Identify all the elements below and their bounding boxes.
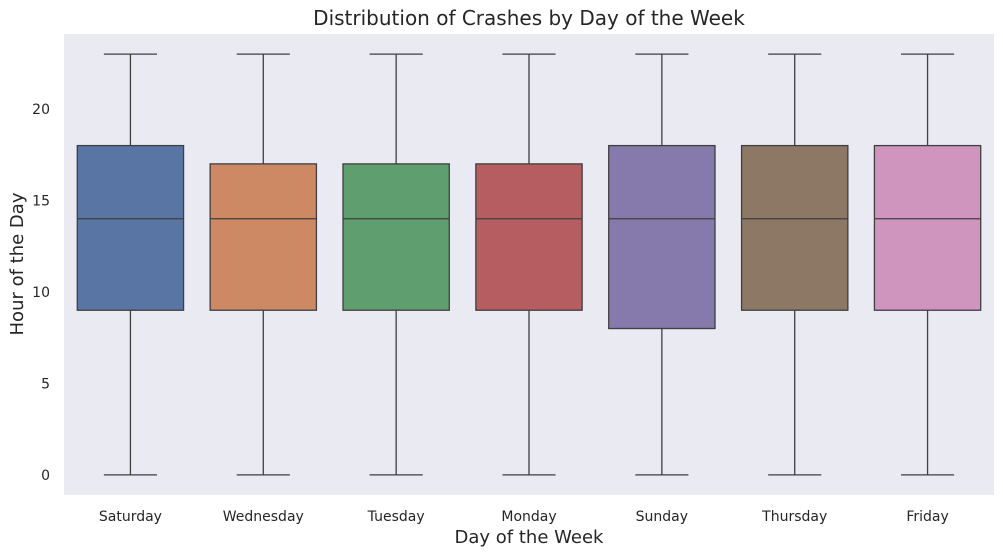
x-tick-label: Thursday — [761, 509, 827, 525]
iqr-box — [342, 163, 450, 311]
box-saturday — [76, 53, 185, 476]
box-friday — [873, 53, 982, 476]
box-wednesday — [209, 53, 318, 476]
iqr-box — [608, 144, 716, 330]
box-plot-marks — [76, 53, 982, 476]
x-tick-label: Friday — [906, 509, 948, 525]
box-monday — [475, 53, 583, 476]
x-tick-label: Tuesday — [367, 509, 425, 525]
y-tick-label: 5 — [41, 376, 50, 392]
x-tick-label: Sunday — [636, 509, 688, 525]
y-tick-label: 0 — [41, 468, 50, 484]
x-tick-label: Wednesday — [223, 509, 304, 525]
x-axis-ticks: Saturday Wednesday Tuesday Monday Sunday Thur… — [99, 509, 949, 525]
box-tuesday — [342, 53, 450, 476]
iqr-box — [475, 163, 583, 311]
box-thursday — [740, 53, 849, 476]
iqr-box — [76, 144, 185, 311]
y-tick-label: 15 — [32, 193, 50, 209]
y-axis-label: Hour of the Day — [7, 192, 28, 335]
x-tick-label: Monday — [501, 509, 556, 525]
chart-title: Distribution of Crashes by Day of the We… — [313, 6, 745, 30]
iqr-box — [740, 144, 849, 311]
x-axis-label: Day of the Week — [455, 527, 604, 548]
y-tick-label: 20 — [32, 102, 50, 118]
x-tick-label: Saturday — [99, 509, 162, 525]
y-tick-label: 10 — [32, 285, 50, 301]
box-sunday — [608, 53, 716, 476]
iqr-box — [209, 163, 318, 311]
y-axis-ticks: 0 5 10 15 20 — [32, 102, 50, 484]
iqr-box — [873, 144, 982, 311]
